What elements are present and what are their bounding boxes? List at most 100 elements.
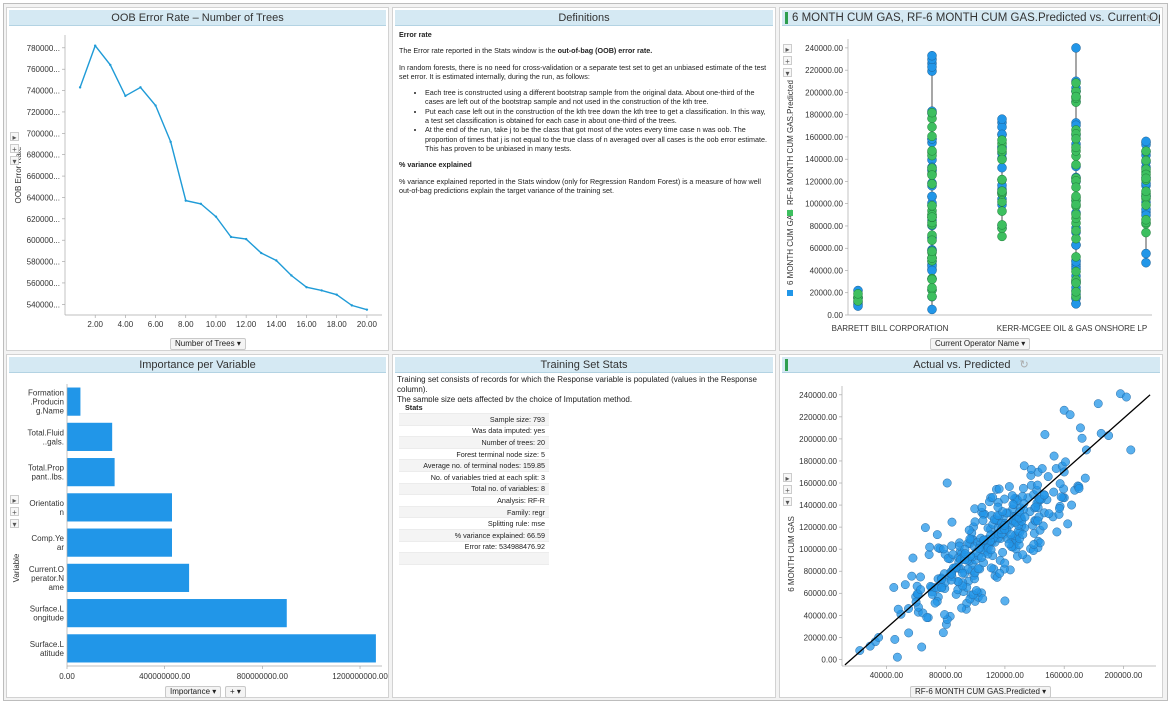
chevron-down-icon: ▾ [212,687,217,696]
importance-panel-title: Importance per Variable [9,357,386,373]
y-tick-label: 620000... [27,215,60,224]
actual-chart[interactable]: 0.00 20000.00 40000.00 60000.00 80000.00 1000… [780,374,1164,697]
y-tick-label: 240000.00 [799,391,837,400]
y-tick-label: 140000.00 [805,155,843,164]
definitions-bullet: Each tree is constructed using a differe… [425,88,769,107]
predicted-point [927,291,937,302]
predicted-point [1141,155,1151,166]
training-intro-1: Training set consists of records for whi… [397,375,757,394]
scatter-point [874,633,884,642]
category-label: Current.O [29,565,64,574]
operator-add-axis-button[interactable]: + [783,56,792,66]
category-label: Orientatio [29,499,64,508]
oob-y-axis-dropdown[interactable]: ▾ [10,156,19,166]
actual-x-axis-selector[interactable]: RF-6 MONTH CUM GAS.Predicted ▾ [910,686,1052,698]
scatter-point [930,598,940,608]
legend-swatch-predicted [787,210,793,216]
importance-y-axis-dropdown[interactable]: ▾ [10,519,19,529]
scatter-point [986,563,996,573]
actual-point [927,191,937,202]
operator-title-marker [785,12,788,24]
importance-add-axis-button[interactable]: + [10,507,19,517]
importance-y-axis-control[interactable]: ▸ [10,495,19,505]
actual-point [997,114,1007,124]
predicted-point [1071,252,1081,262]
scatter-point [924,550,934,560]
definitions-heading-error: Error rate [399,30,432,39]
importance-x-axis-selector[interactable]: Importance ▾ [165,686,222,698]
scatter-point [947,517,957,527]
operator-chart[interactable]: 0.00 20000.00 40000.00 60000.00 80000.00 1000… [780,27,1164,350]
scatter-point [926,581,935,591]
category-label: KERR-MCGEE OIL & GAS ONSHORE LP [997,324,1147,333]
operator-panel: 6 MONTH CUM GAS, RF-6 MONTH CUM GAS.Pred… [779,7,1163,351]
oob-data-point [109,63,112,67]
scatter-point [1077,433,1087,443]
scatter-point [1040,430,1050,439]
actual-point [1141,248,1151,259]
refresh-icon[interactable]: ↻ [1019,359,1029,371]
predicted-point [927,146,937,156]
category-label: pant..lbs. [32,473,64,482]
scatter-point [1056,492,1066,502]
actual-y-axis-control[interactable]: ▸ [783,473,792,483]
operator-y-axis-dropdown[interactable]: ▾ [783,68,792,78]
definitions-heading-variance: % variance explained [399,160,472,170]
x-tick-label: 20.00 [357,320,378,329]
refresh-icon[interactable]: ↻ [1145,14,1154,25]
oob-chart[interactable]: 540000... 560000... 580000... 600000... 6200… [7,27,390,350]
y-tick-label: 20000.00 [810,289,844,298]
x-tick-label: 12.00 [236,320,257,329]
category-label: ..gals. [43,437,64,446]
predicted-point [1071,182,1081,193]
scatter-point [1059,405,1069,415]
predicted-point [997,135,1007,145]
scatter-point [916,572,925,582]
oob-add-axis-button[interactable]: + [10,144,19,154]
scatter-point [958,568,967,578]
x-tick-label: 2.00 [87,320,103,329]
stats-row: Error rate: 534988476.92 [399,541,549,554]
oob-data-point [93,44,97,47]
operator-y-axis-control[interactable]: ▸ [783,44,792,54]
scatter-point [965,534,975,544]
oob-data-point [214,215,218,218]
predicted-point [997,220,1007,230]
predicted-point [997,231,1007,242]
scatter-point [1049,451,1059,461]
trend-line [844,394,1151,666]
dashboard-frame: OOB Error Rate – Number of Trees 540000.… [3,3,1168,701]
importance-bar [67,634,376,663]
scatter-point [1007,491,1017,501]
scatter-point [978,516,988,526]
scatter-point [1018,483,1028,493]
predicted-point [997,197,1007,207]
scatter-point [995,568,1005,578]
oob-panel-title: OOB Error Rate – Number of Trees [9,10,386,26]
stats-row: Was data imputed: yes [399,425,549,438]
y-tick-label: 240000.00 [805,44,843,53]
predicted-point [927,131,937,142]
actual-y-axis-dropdown[interactable]: ▾ [783,497,792,507]
oob-x-axis-selector[interactable]: Number of Trees ▾ [170,338,246,350]
oob-data-point [199,202,203,206]
importance-add-button[interactable]: + ▾ [225,686,246,698]
predicted-point [927,212,937,222]
oob-y-axis-control[interactable]: ▸ [10,132,19,142]
scatter-point [1004,539,1014,549]
scatter-point [964,525,974,535]
definitions-panel: Definitions Error rate The Error rate re… [392,7,776,351]
y-tick-label: 740000... [27,87,60,96]
operator-x-axis-selector[interactable]: Current Operator Name ▾ [930,338,1031,350]
scatter-point [907,571,917,581]
scatter-point [973,564,983,574]
definitions-text: Error rate The Error rate reported in th… [399,30,769,202]
actual-add-axis-button[interactable]: + [783,485,792,495]
predicted-point [1071,159,1081,170]
y-tick-label: 600000... [27,236,60,245]
chevron-down-icon: ▾ [236,687,241,696]
actual-x-axis-label: RF-6 MONTH CUM GAS.Predicted [915,687,1040,696]
y-tick-label: 220000.00 [805,66,843,75]
scatter-point [890,634,900,644]
